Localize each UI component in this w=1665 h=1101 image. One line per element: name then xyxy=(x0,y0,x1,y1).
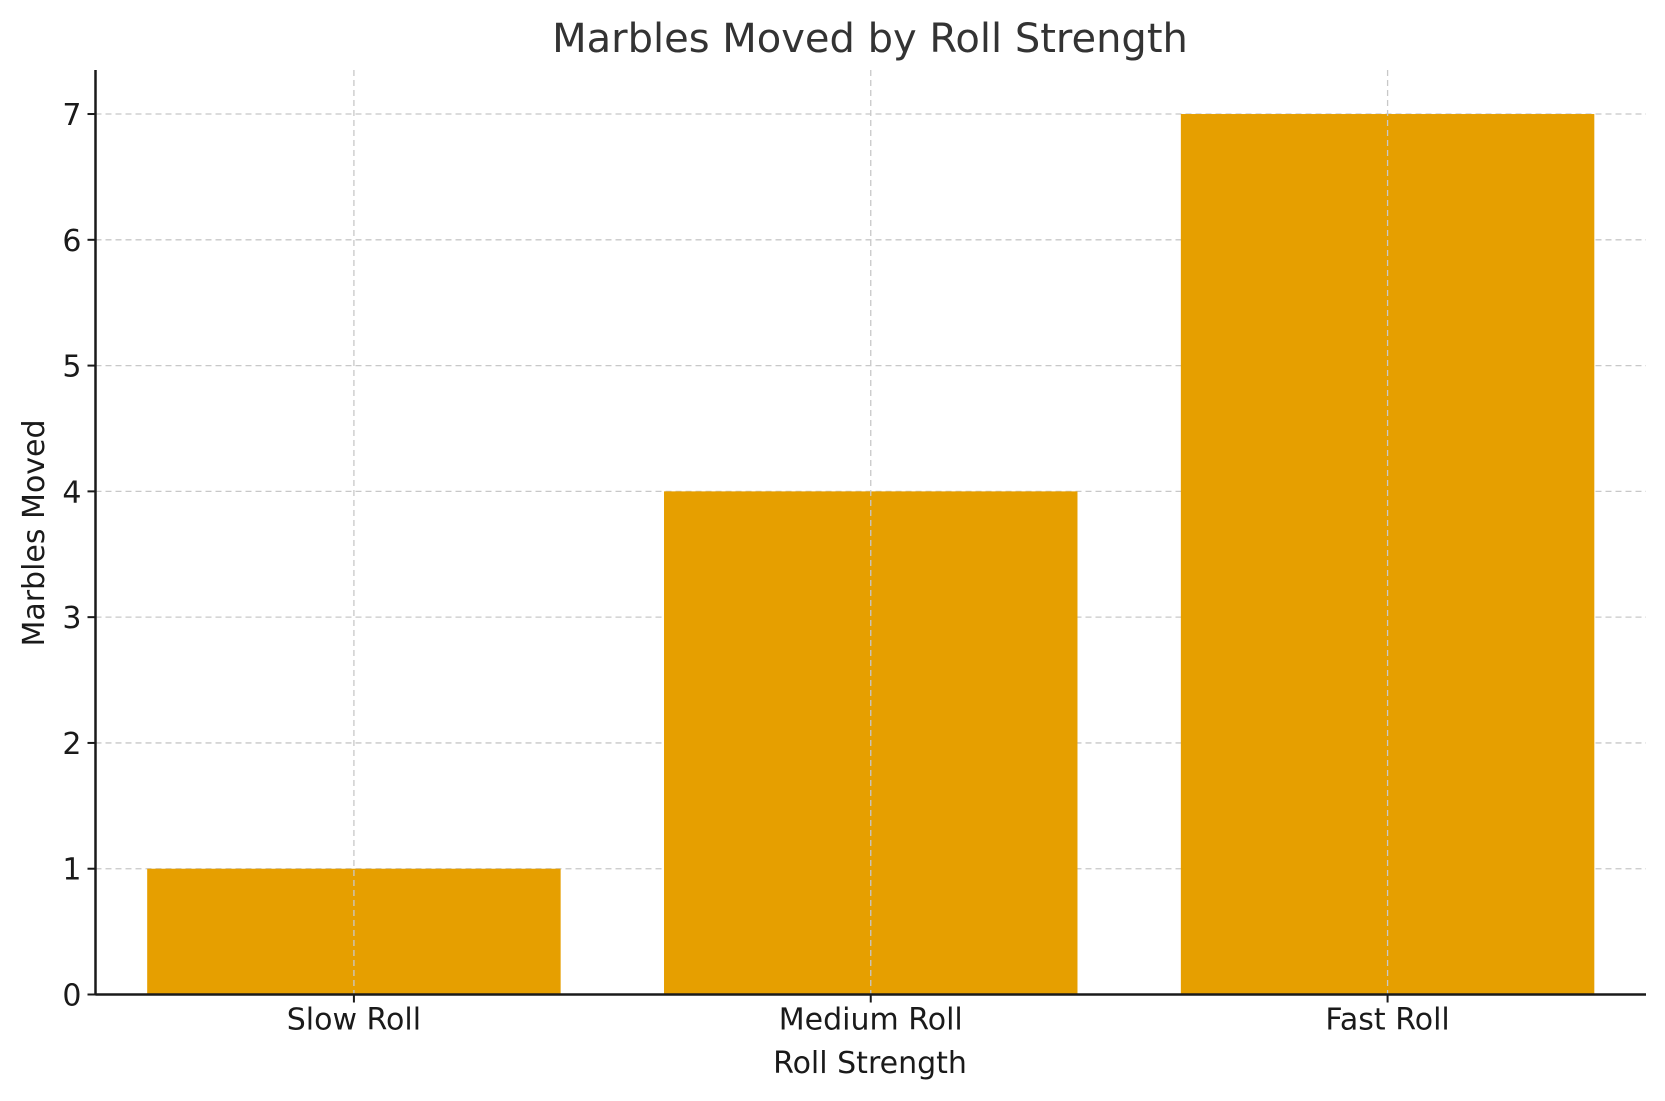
y-tick-label: 1 xyxy=(62,853,81,888)
y-tick-label: 4 xyxy=(62,475,81,510)
vertical-grid xyxy=(353,70,1389,995)
chart-title: Marbles Moved by Roll Strength xyxy=(552,16,1188,62)
y-axis-label: Marbles Moved xyxy=(17,419,52,646)
x-tick-label: Slow Roll xyxy=(287,1003,421,1038)
x-axis-ticks: Slow Roll Medium Roll Fast Roll xyxy=(287,994,1450,1038)
y-tick-label: 3 xyxy=(62,601,81,636)
y-axis-ticks: 0 1 2 3 4 5 6 7 xyxy=(62,98,96,1014)
x-tick-label: Medium Roll xyxy=(779,1003,963,1038)
y-tick-label: 5 xyxy=(62,350,81,385)
x-axis-label: Roll Strength xyxy=(773,1046,967,1081)
y-tick-label: 2 xyxy=(62,727,81,762)
y-tick-label: 0 xyxy=(62,979,81,1014)
y-tick-label: 6 xyxy=(62,224,81,259)
x-tick-label: Fast Roll xyxy=(1325,1003,1449,1038)
y-tick-label: 7 xyxy=(62,98,81,133)
